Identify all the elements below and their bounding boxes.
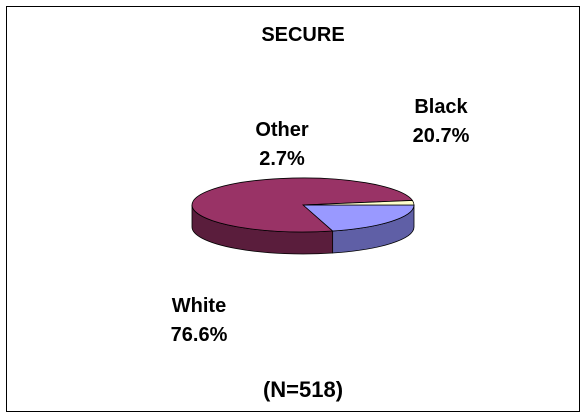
slice-value-black: 20.7% xyxy=(413,125,470,147)
pie-slices xyxy=(191,177,415,255)
pie-chart: SECURE Black 20.7% White 76.6% Other 2.7% (N=… xyxy=(171,24,470,402)
sample-size-note: (N=518) xyxy=(263,377,343,402)
chart-frame: SECURE Black 20.7% White 76.6% Other 2.7% (N=… xyxy=(6,6,580,412)
slice-value-white: 76.6% xyxy=(171,324,228,346)
slice-label-white: White xyxy=(172,295,226,317)
slice-labels: Black 20.7% White 76.6% Other 2.7% xyxy=(171,96,470,346)
pie-slice-other xyxy=(302,200,415,206)
slice-value-other: 2.7% xyxy=(259,148,305,170)
slice-label-other: Other xyxy=(255,119,309,141)
chart-title: SECURE xyxy=(261,24,344,46)
pie-slice-black xyxy=(301,204,415,232)
pie-slice-white xyxy=(191,177,414,233)
slice-label-black: Black xyxy=(414,96,468,118)
